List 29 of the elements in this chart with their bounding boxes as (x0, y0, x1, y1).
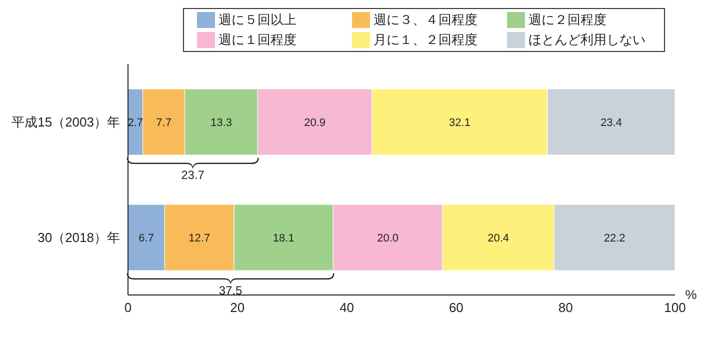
data-label: 22.2 (604, 232, 626, 244)
x-tick-label: 80 (558, 300, 573, 316)
x-tick-label: 100 (664, 300, 686, 316)
x-axis-title: % (685, 287, 698, 302)
data-label: 13.3 (210, 116, 232, 129)
legend-label: 週に２回程度 (528, 11, 608, 29)
legend-label: 週に３、４回程度 (372, 11, 478, 29)
x-tick-label: 60 (448, 300, 464, 316)
y-tick-label: 30（2018）年 (38, 230, 120, 245)
data-label: 7.7 (156, 116, 172, 129)
data-label: 32.1 (449, 116, 470, 129)
data-label: 2.7 (128, 116, 144, 129)
annotation: 23.7 (181, 168, 205, 182)
data-label: 6.7 (138, 232, 154, 244)
data-label: 12.7 (188, 232, 210, 244)
x-tick-label: 20 (230, 300, 245, 316)
legend-label: 週に５回以上 (218, 11, 298, 29)
legend-label: 週に１回程度 (218, 31, 298, 49)
annotation: 37.5 (218, 283, 243, 298)
data-label: 20.4 (488, 232, 510, 244)
x-tick-label: 0 (124, 300, 132, 316)
x-tick-label: 40 (340, 300, 354, 316)
data-label: 23.4 (600, 116, 622, 129)
data-label: 20.9 (304, 116, 326, 129)
legend-label: 月に１、２回程度 (372, 31, 478, 49)
data-label: 20.0 (377, 232, 399, 244)
legend-label: ほとんど利用しない (528, 31, 646, 49)
y-tick-label: 平成15（2003）年 (12, 114, 120, 130)
data-label: 18.1 (272, 232, 294, 244)
